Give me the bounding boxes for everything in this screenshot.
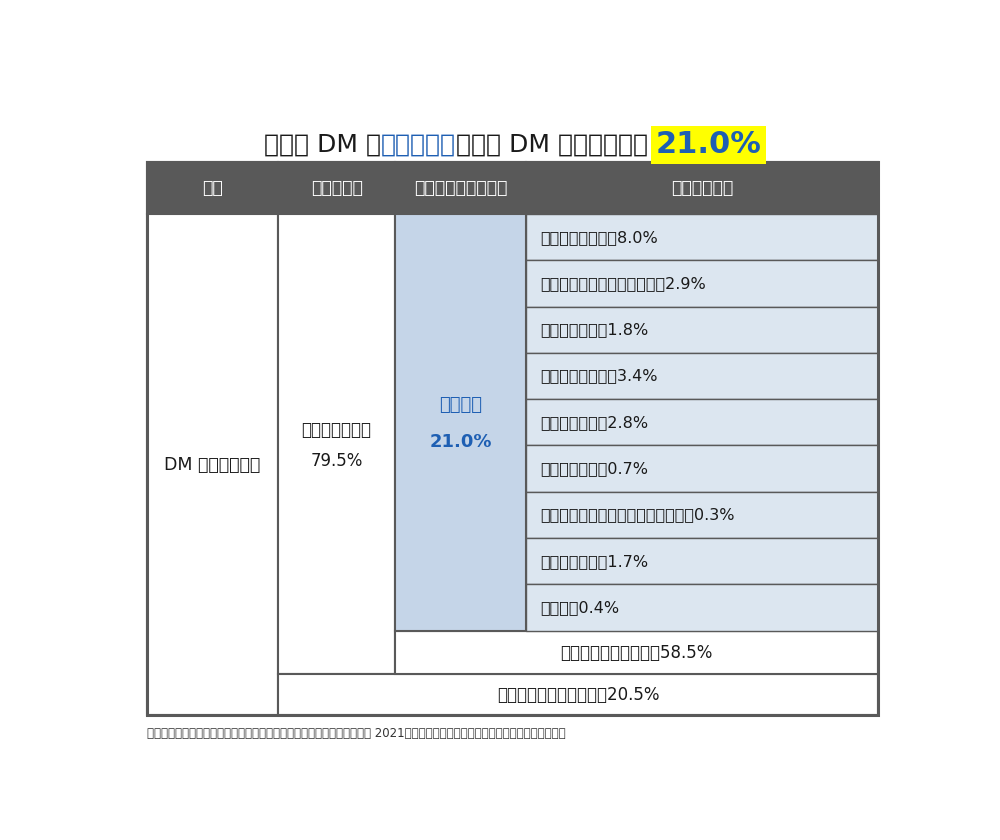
- FancyBboxPatch shape: [526, 307, 878, 353]
- Text: 購入・利用した　3.4%: 購入・利用した 3.4%: [540, 369, 658, 384]
- FancyBboxPatch shape: [526, 538, 878, 585]
- FancyBboxPatch shape: [147, 214, 278, 716]
- FancyBboxPatch shape: [395, 631, 878, 675]
- FancyBboxPatch shape: [526, 399, 878, 445]
- FancyBboxPatch shape: [526, 260, 878, 307]
- Text: DM を受け取った: DM を受け取った: [164, 455, 261, 474]
- Text: ネット上の掲示板等に書き込んだ　0.3%: ネット上の掲示板等に書き込んだ 0.3%: [540, 507, 735, 522]
- FancyBboxPatch shape: [278, 162, 395, 214]
- FancyBboxPatch shape: [526, 445, 878, 491]
- Text: 問い合わせた　0.7%: 問い合わせた 0.7%: [540, 461, 648, 476]
- FancyBboxPatch shape: [526, 214, 878, 260]
- Text: 開封・閉読しなかった　20.5%: 開封・閉読しなかった 20.5%: [497, 685, 660, 704]
- Text: 自分宛 DM の: 自分宛 DM の: [264, 133, 381, 157]
- Text: 出典：一般社団法人日本ダイレクトメール協会『ＤＭメディア実態調査 2021』調査報告書要約版」をもとに当社が独自に作成。: 出典：一般社団法人日本ダイレクトメール協会『ＤＭメディア実態調査 2021』調査…: [147, 727, 565, 740]
- FancyBboxPatch shape: [526, 491, 878, 538]
- Text: ネットで調べた　8.0%: ネットで調べた 8.0%: [540, 229, 658, 244]
- Text: 会員登録した　1.7%: 会員登録した 1.7%: [540, 554, 649, 569]
- Text: 特に何もしていない　58.5%: 特に何もしていない 58.5%: [560, 643, 713, 662]
- Text: 開封・閉読: 開封・閉読: [311, 179, 363, 197]
- Text: は受取 DM 総数に対して: は受取 DM 総数に対して: [456, 133, 656, 157]
- Text: 開封・閉読後の行動: 開封・閉読後の行動: [414, 179, 507, 197]
- Text: 受取: 受取: [202, 179, 223, 197]
- Text: 79.5%: 79.5%: [310, 452, 363, 470]
- Text: その他　0.4%: その他 0.4%: [540, 600, 620, 615]
- Text: 21.0%: 21.0%: [656, 130, 761, 160]
- FancyBboxPatch shape: [278, 675, 878, 716]
- FancyBboxPatch shape: [278, 214, 395, 675]
- Text: 資料請求した　2.8%: 資料請求した 2.8%: [540, 415, 649, 430]
- FancyBboxPatch shape: [395, 214, 526, 631]
- Text: 家族・友人との話題にした　2.9%: 家族・友人との話題にした 2.9%: [540, 276, 706, 291]
- Text: 行動した内容: 行動した内容: [671, 179, 734, 197]
- FancyBboxPatch shape: [395, 162, 526, 214]
- Text: 開封・閉読した: 開封・閉読した: [302, 422, 372, 439]
- FancyBboxPatch shape: [526, 585, 878, 631]
- Text: 21.0%: 21.0%: [429, 433, 492, 450]
- Text: 行動嗚起率: 行動嗚起率: [381, 133, 456, 157]
- Text: 行動した: 行動した: [439, 396, 482, 414]
- FancyBboxPatch shape: [526, 162, 878, 214]
- FancyBboxPatch shape: [147, 162, 278, 214]
- FancyBboxPatch shape: [526, 353, 878, 399]
- Text: 店に出かけた　1.8%: 店に出かけた 1.8%: [540, 323, 649, 337]
